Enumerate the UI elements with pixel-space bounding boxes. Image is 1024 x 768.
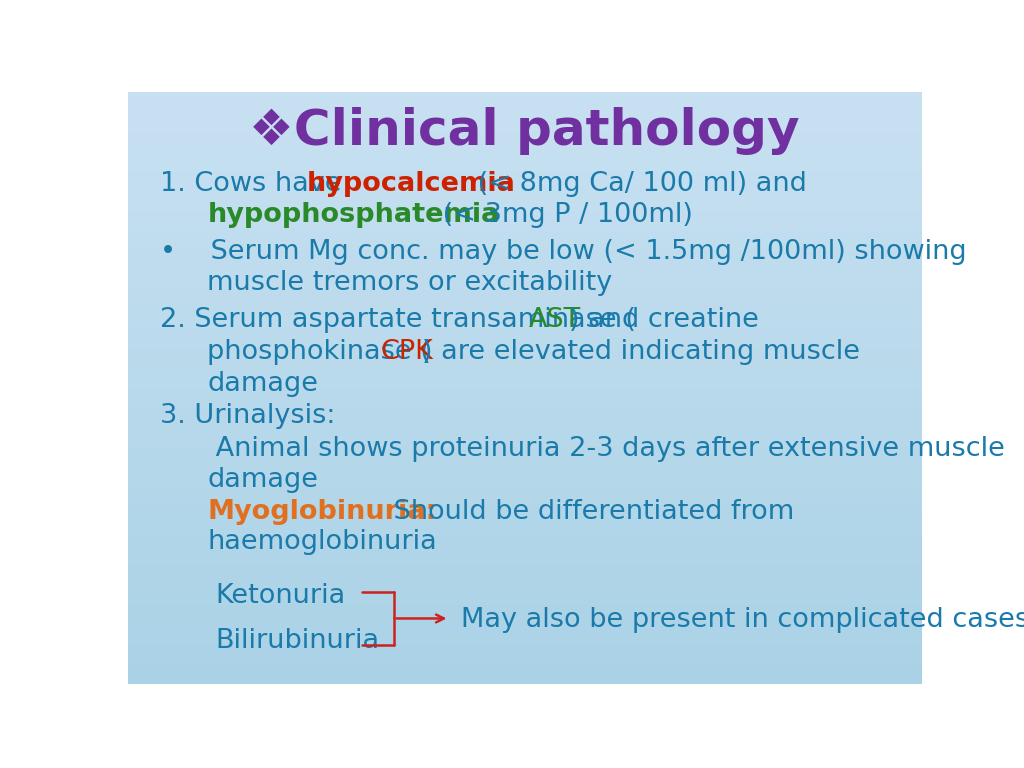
Text: 2. Serum aspartate transaminase (: 2. Serum aspartate transaminase ( [160,307,636,333]
Text: haemoglobinuria: haemoglobinuria [207,528,437,554]
Text: damage: damage [207,371,318,397]
Text: ) and creatine: ) and creatine [569,307,759,333]
Text: May also be present in complicated cases: May also be present in complicated cases [461,607,1024,633]
Text: CPK: CPK [381,339,434,366]
Text: damage: damage [207,466,318,492]
Text: (< 8mg Ca/ 100 ml) and: (< 8mg Ca/ 100 ml) and [469,170,807,197]
Text: •    Serum Mg conc. may be low (< 1.5mg /100ml) showing: • Serum Mg conc. may be low (< 1.5mg /10… [160,239,967,265]
Text: Bilirubinuria: Bilirubinuria [215,628,380,654]
Text: Should be differentiated from: Should be differentiated from [385,499,795,525]
Text: 1. Cows have: 1. Cows have [160,170,350,197]
Text: 3. Urinalysis:: 3. Urinalysis: [160,403,335,429]
Text: Ketonuria: Ketonuria [215,583,345,609]
Text: Animal shows proteinuria 2-3 days after extensive muscle: Animal shows proteinuria 2-3 days after … [207,436,1006,462]
Text: phosphokinase (: phosphokinase ( [207,339,431,366]
Text: ❖Clinical pathology: ❖Clinical pathology [250,107,800,154]
Text: (< 3mg P / 100ml): (< 3mg P / 100ml) [434,201,693,227]
Text: muscle tremors or excitability: muscle tremors or excitability [207,270,612,296]
Text: ) are elevated indicating muscle: ) are elevated indicating muscle [422,339,860,366]
Text: hypophosphatemia: hypophosphatemia [207,201,500,227]
Text: AST: AST [528,307,581,333]
Text: Myoglobinuria:: Myoglobinuria: [207,499,436,525]
Text: hypocalcemia: hypocalcemia [307,170,516,197]
